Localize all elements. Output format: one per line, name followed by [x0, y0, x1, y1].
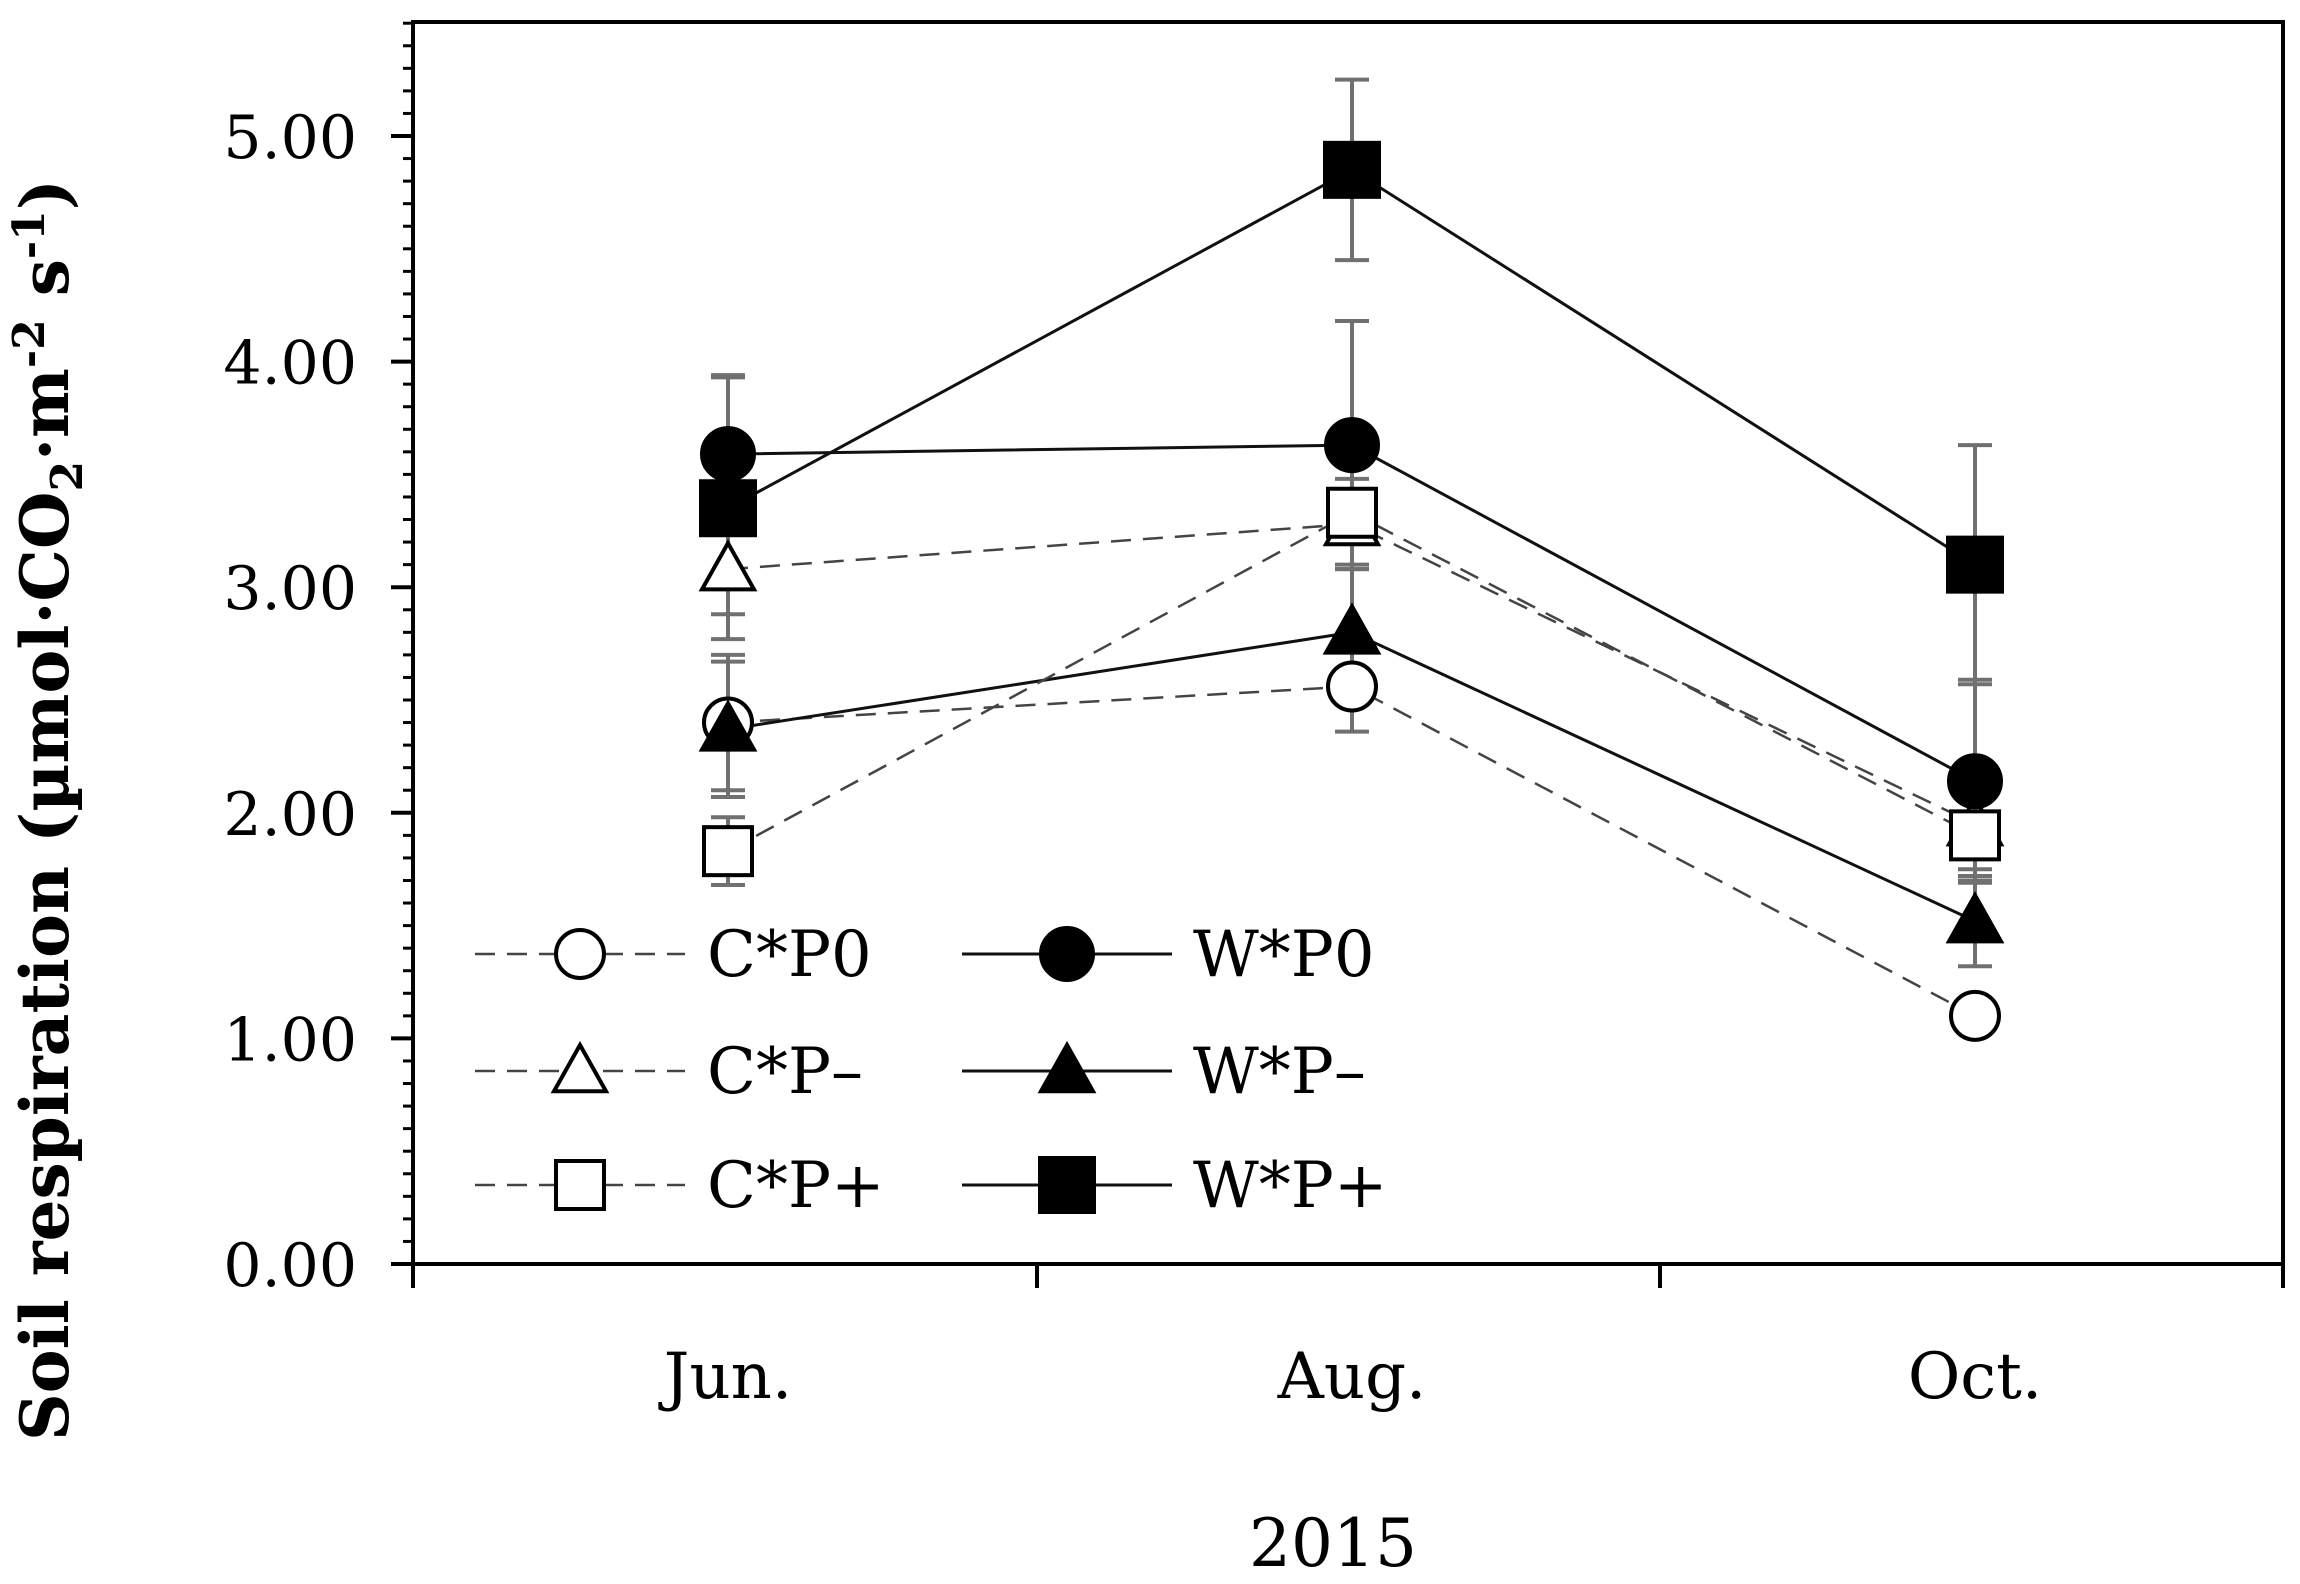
- data-point-w-pplus: [1323, 140, 1381, 199]
- data-point-c-pplus: [1326, 486, 1378, 539]
- y-tick-label: 3.00: [223, 554, 357, 624]
- legend: C*P0 W*P0 C*P– W*P– C*P+ W*P+: [475, 918, 1387, 1223]
- data-point-c-pplus: [1949, 809, 2001, 862]
- x-tick-label: Oct.: [1908, 1340, 2042, 1414]
- legend-marker-triangle: [550, 1040, 610, 1094]
- y-axis-title-sup2: -1: [4, 210, 55, 259]
- y-axis-title-close: ): [6, 179, 84, 210]
- legend-entry-c-p0: C*P0: [475, 918, 872, 992]
- legend-label: W*P0: [1193, 918, 1375, 992]
- legend-label: C*P0: [707, 918, 872, 992]
- data-point-w-pminus: [1322, 602, 1382, 655]
- y-axis-title-sub: 2: [42, 461, 93, 492]
- plot-frame: [411, 20, 2285, 1266]
- y-tick-label: 5.00: [223, 103, 357, 173]
- y-axis-title-mid: ·m: [6, 368, 84, 461]
- x-axis: Jun. Aug. Oct.: [411, 1264, 2285, 1414]
- legend-label: W*P–: [1193, 1035, 1366, 1109]
- data-point-c-pplus: [702, 825, 754, 878]
- data-point-w-p0: [1324, 417, 1380, 474]
- y-tick-label: 1.00: [223, 1005, 357, 1075]
- legend-entry-w-p0: W*P0: [962, 918, 1375, 992]
- y-axis-title: Soil respiration (µmol·CO2·m-2 s-1): [4, 179, 93, 1441]
- legend-label: C*P–: [707, 1035, 863, 1109]
- x-tick-label: Aug.: [1277, 1340, 1427, 1414]
- plot-border: [411, 20, 2285, 1266]
- legend-marker-square: [1038, 1156, 1096, 1214]
- data-point-c-p0: [1326, 660, 1378, 713]
- legend-label: W*P+: [1193, 1149, 1387, 1223]
- y-axis: 0.00 1.00 2.00 3.00 4.00 5.00: [223, 21, 413, 1301]
- y-tick-label: 0.00: [223, 1231, 357, 1301]
- data-point-w-pplus: [699, 479, 757, 538]
- legend-marker-circle: [554, 928, 606, 980]
- legend-entry-c-pminus: C*P–: [475, 1035, 863, 1109]
- y-tick-label: 4.00: [223, 329, 357, 399]
- legend-marker-square: [554, 1159, 606, 1211]
- legend-entry-c-pplus: C*P+: [475, 1149, 885, 1223]
- data-point-w-pplus: [1946, 535, 2004, 594]
- x-axis-title: 2015: [1249, 1505, 1417, 1582]
- y-axis-title-main: Soil respiration (µmol·CO: [6, 492, 84, 1442]
- y-axis-title-sup1: -2: [4, 319, 55, 368]
- data-point-c-pminus: [698, 539, 758, 592]
- data-point-w-pminus: [1945, 891, 2005, 944]
- legend-entry-w-pplus: W*P+: [962, 1149, 1387, 1223]
- series-markers: [698, 140, 2005, 1042]
- legend-marker-circle: [1039, 926, 1095, 982]
- data-point-c-p0: [1949, 989, 2001, 1042]
- y-tick-label: 2.00: [223, 780, 357, 850]
- x-tick-label: Jun.: [658, 1340, 792, 1414]
- data-point-w-p0: [1947, 753, 2003, 810]
- legend-entry-w-pminus: W*P–: [962, 1035, 1366, 1109]
- data-point-w-p0: [700, 426, 756, 483]
- legend-label: C*P+: [707, 1149, 885, 1223]
- y-axis-title-mid2: s: [6, 259, 84, 319]
- legend-marker-triangle: [1037, 1040, 1097, 1094]
- data-point-w-pminus: [698, 699, 758, 752]
